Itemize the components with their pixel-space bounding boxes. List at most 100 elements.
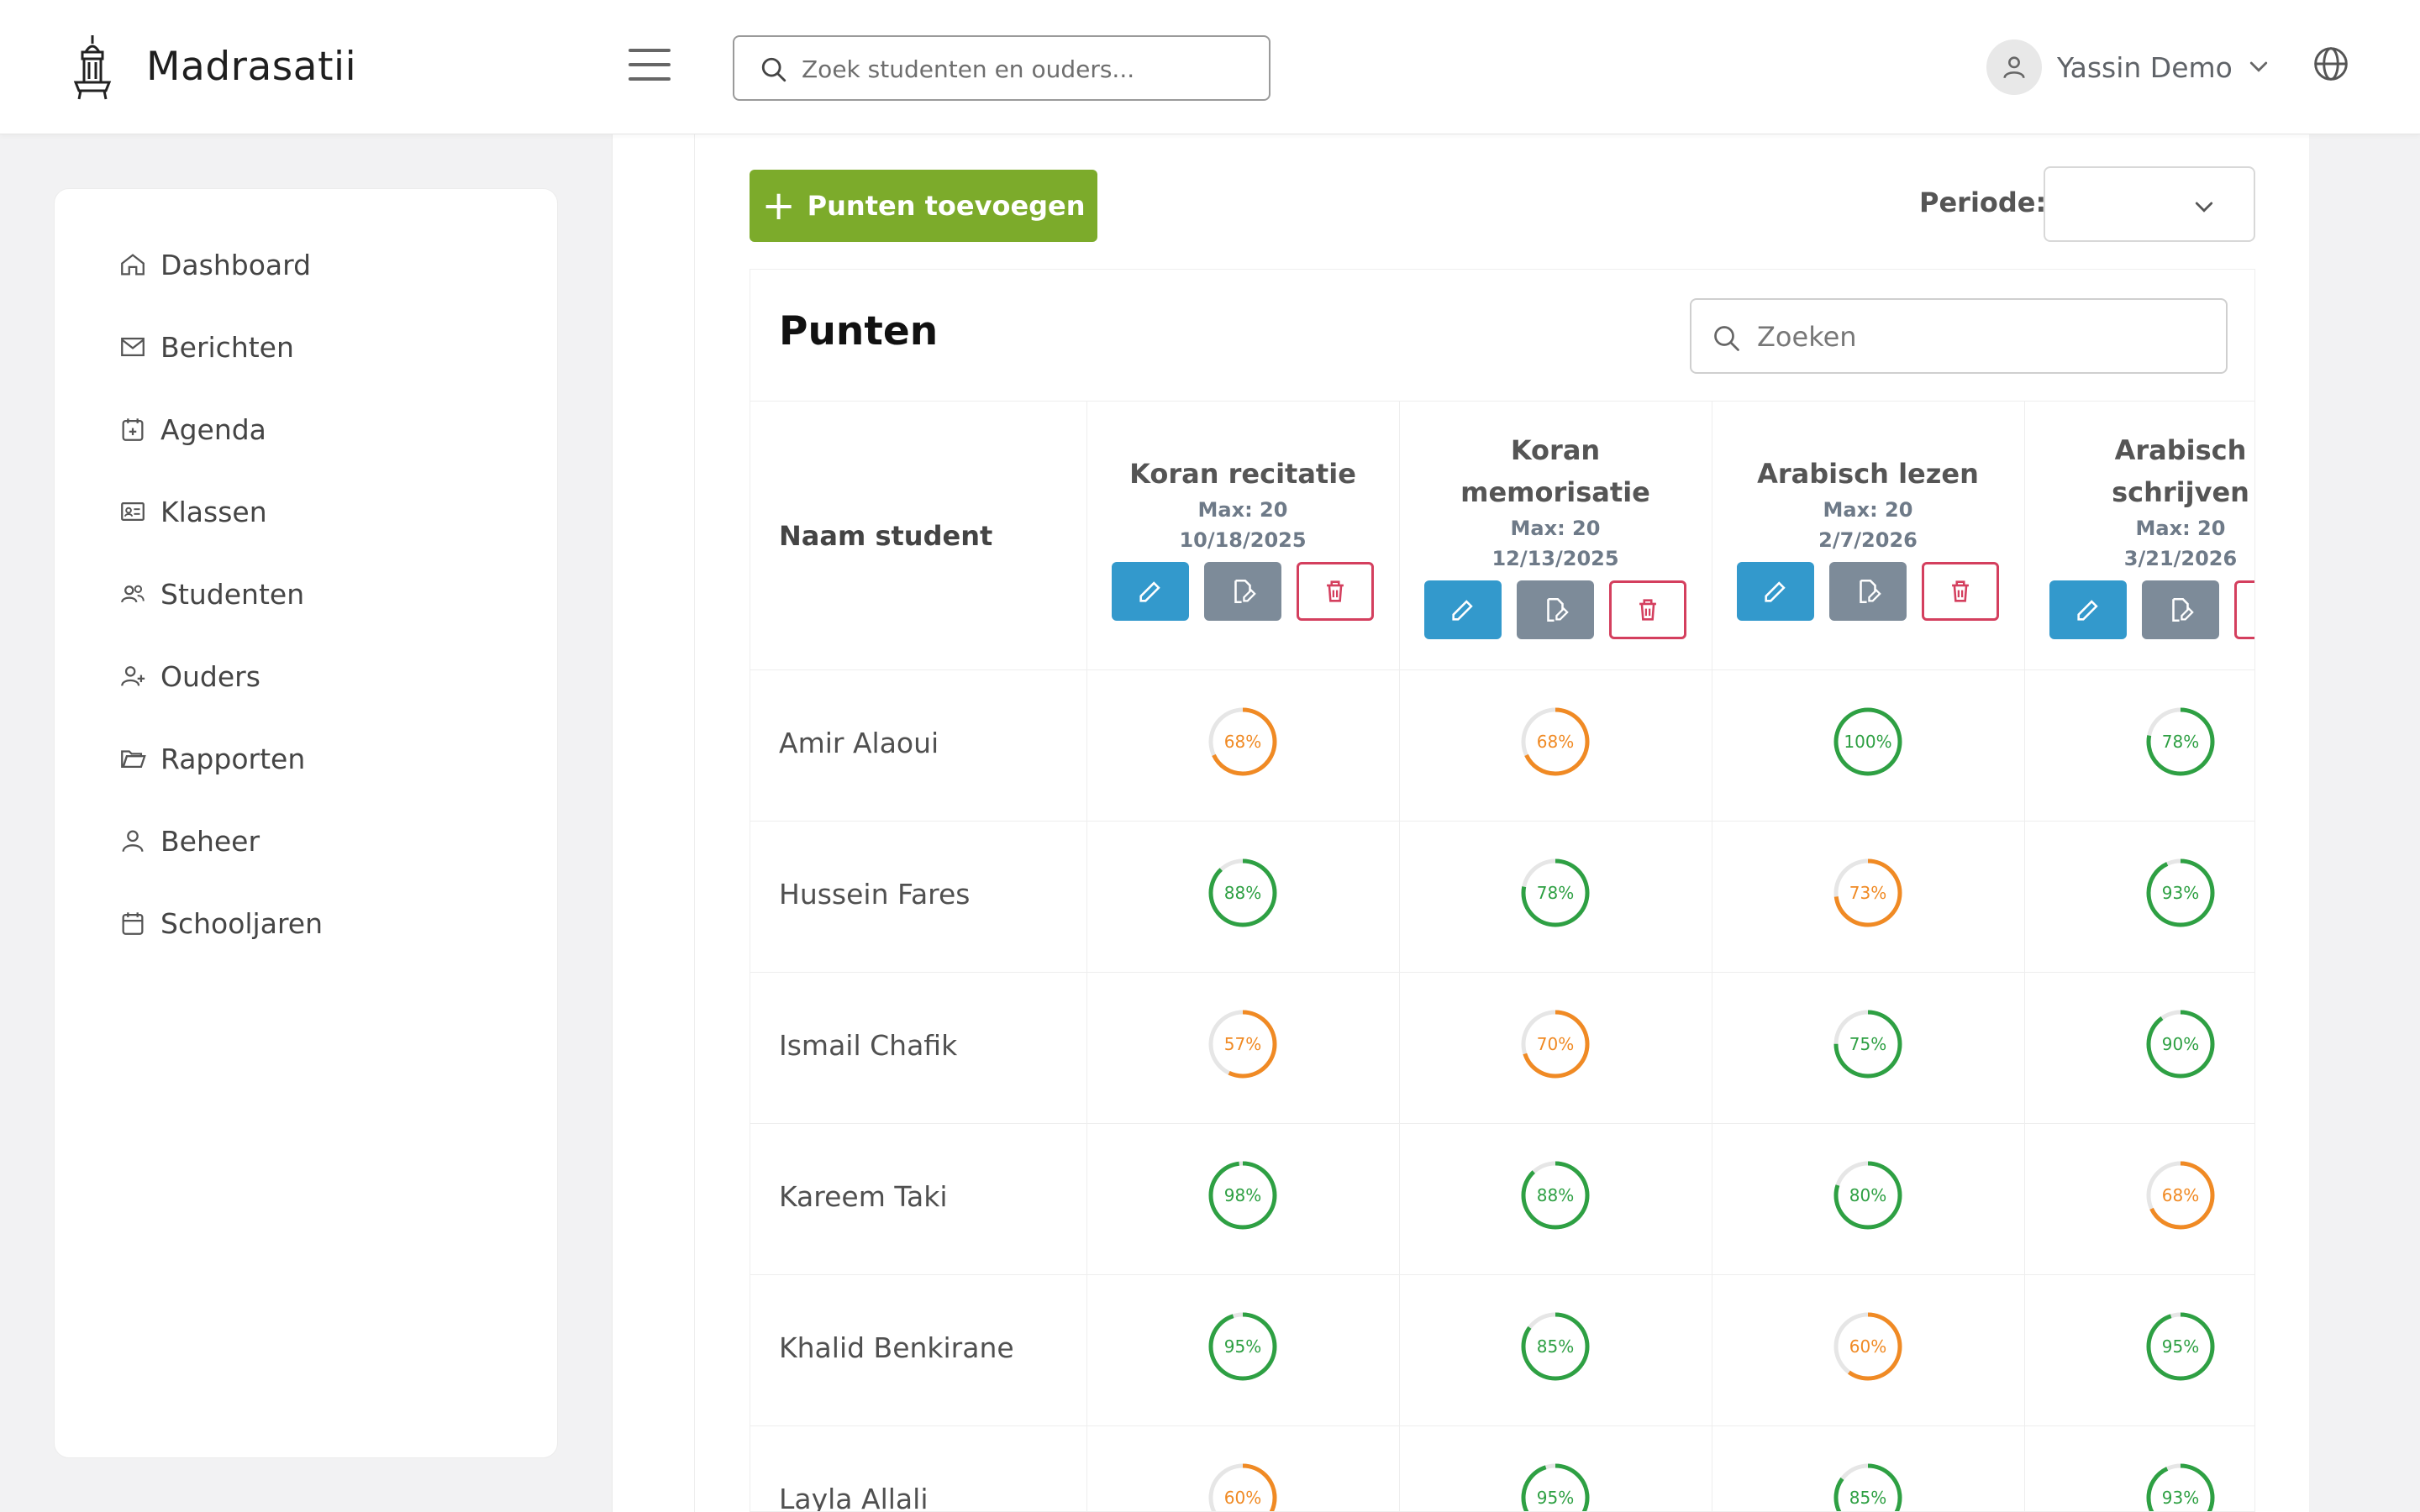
menu-toggle-button[interactable] (629, 49, 676, 84)
score-ring[interactable]: 100% (1829, 703, 1907, 780)
score-ring[interactable]: 93% (2142, 854, 2219, 932)
add-points-label: Punten toevoegen (808, 190, 1086, 222)
score-ring[interactable]: 78% (1517, 854, 1594, 932)
score-ring[interactable]: 93% (2142, 1459, 2219, 1512)
score-value: 88% (1517, 1157, 1594, 1234)
trash-icon (1946, 577, 1975, 606)
sidebar-item-agenda[interactable]: Agenda (118, 404, 266, 454)
enter-grades-button[interactable] (1517, 580, 1594, 639)
header-bottom-divider (750, 669, 2255, 670)
score-ring[interactable]: 95% (1204, 1308, 1281, 1385)
user-plus-icon (118, 662, 147, 690)
user-avatar-icon (2000, 53, 2028, 81)
sidebar-item-beheer[interactable]: Beheer (118, 816, 260, 866)
score-ring[interactable]: 75% (1829, 1005, 1907, 1083)
score-value: 60% (1204, 1459, 1281, 1512)
user-menu[interactable]: Yassin Demo (1986, 39, 2271, 96)
sidebar-item-rapporten[interactable]: Rapporten (118, 733, 305, 784)
sidebar-item-klassen[interactable]: Klassen (118, 486, 267, 537)
points-card: Punten Naam student Koran recitatie Max: … (750, 269, 2255, 1512)
score-ring[interactable]: 70% (1517, 1005, 1594, 1083)
score-ring[interactable]: 98% (1204, 1157, 1281, 1234)
score-value: 88% (1204, 854, 1281, 932)
edit-button[interactable] (1112, 562, 1189, 621)
score-ring[interactable]: 88% (1204, 854, 1281, 932)
periode-select[interactable] (2044, 166, 2255, 242)
column-header: Arabisch schrijven Max: 20 3/21/2026 (2024, 429, 2255, 639)
sidebar-item-label: Agenda (160, 413, 266, 446)
file-edit-icon (1228, 577, 1257, 606)
table-search-input[interactable] (1757, 315, 2211, 359)
student-name[interactable]: Layla Allali (779, 1483, 929, 1512)
edit-button[interactable] (1737, 562, 1814, 621)
search-icon (760, 55, 788, 84)
score-ring[interactable]: 85% (1829, 1459, 1907, 1512)
score-value: 93% (2142, 1459, 2219, 1512)
calendar-plus-icon (118, 415, 147, 444)
global-search-input[interactable] (802, 49, 1255, 89)
score-value: 60% (1829, 1308, 1907, 1385)
table-search (1690, 298, 2228, 374)
enter-grades-button[interactable] (2142, 580, 2219, 639)
column-date: 12/13/2025 (1399, 543, 1712, 574)
delete-button[interactable] (1609, 580, 1686, 639)
add-points-button[interactable]: + Punten toevoegen (750, 170, 1097, 242)
sidebar-item-schooljaren[interactable]: Schooljaren (118, 898, 323, 948)
sidebar-item-label: Ouders (160, 660, 260, 693)
score-ring[interactable]: 95% (2142, 1308, 2219, 1385)
column-title: memorisatie (1399, 471, 1712, 513)
score-value: 73% (1829, 854, 1907, 932)
score-ring[interactable]: 73% (1829, 854, 1907, 932)
mosque-logo-icon (71, 34, 114, 101)
student-name[interactable]: Kareem Taki (779, 1180, 948, 1213)
row-divider (750, 1123, 2255, 1124)
score-ring[interactable]: 95% (1517, 1459, 1594, 1512)
score-ring[interactable]: 68% (1204, 703, 1281, 780)
sidebar-item-berichten[interactable]: Berichten (118, 322, 294, 372)
delete-button[interactable] (2234, 580, 2255, 639)
delete-button[interactable] (1922, 562, 1999, 621)
student-name[interactable]: Khalid Benkirane (779, 1331, 1014, 1364)
score-ring[interactable]: 57% (1204, 1005, 1281, 1083)
column-header-name: Naam student (779, 520, 992, 552)
edit-button[interactable] (1424, 580, 1502, 639)
score-value: 90% (2142, 1005, 2219, 1083)
score-value: 57% (1204, 1005, 1281, 1083)
enter-grades-button[interactable] (1829, 562, 1907, 621)
score-ring[interactable]: 60% (1829, 1308, 1907, 1385)
sidebar-item-dashboard[interactable]: Dashboard (118, 239, 311, 290)
header-divider (750, 401, 2255, 402)
sidebar-item-studenten[interactable]: Studenten (118, 569, 304, 619)
globe-icon[interactable] (2312, 45, 2349, 82)
file-edit-icon (1854, 577, 1882, 606)
score-ring[interactable]: 68% (1517, 703, 1594, 780)
score-ring[interactable]: 68% (2142, 1157, 2219, 1234)
file-edit-icon (1541, 596, 1570, 624)
score-ring[interactable]: 80% (1829, 1157, 1907, 1234)
pencil-icon (1761, 577, 1790, 606)
chevron-down-icon (2191, 195, 2217, 220)
student-name[interactable]: Ismail Chafik (779, 1029, 957, 1062)
student-name[interactable]: Amir Alaoui (779, 727, 939, 759)
delete-button[interactable] (1297, 562, 1374, 621)
score-ring[interactable]: 78% (2142, 703, 2219, 780)
column-title: schrijven (2024, 471, 2255, 513)
sidebar-item-label: Berichten (160, 331, 294, 364)
student-name[interactable]: Hussein Fares (779, 878, 971, 911)
column-actions (1399, 580, 1712, 639)
sidebar-item-ouders[interactable]: Ouders (118, 651, 260, 701)
score-ring[interactable]: 60% (1204, 1459, 1281, 1512)
score-ring[interactable]: 85% (1517, 1308, 1594, 1385)
trash-icon (1321, 577, 1349, 606)
score-ring[interactable]: 88% (1517, 1157, 1594, 1234)
chevron-down-icon (2246, 55, 2271, 80)
score-ring[interactable]: 90% (2142, 1005, 2219, 1083)
score-value: 78% (2142, 703, 2219, 780)
global-search (733, 35, 1270, 101)
enter-grades-button[interactable] (1204, 562, 1281, 621)
score-value: 68% (2142, 1157, 2219, 1234)
card-title: Punten (779, 308, 938, 354)
sidebar: Dashboard Berichten Agenda Klassen Stude… (54, 188, 558, 1458)
edit-button[interactable] (2049, 580, 2127, 639)
row-divider (750, 1274, 2255, 1275)
